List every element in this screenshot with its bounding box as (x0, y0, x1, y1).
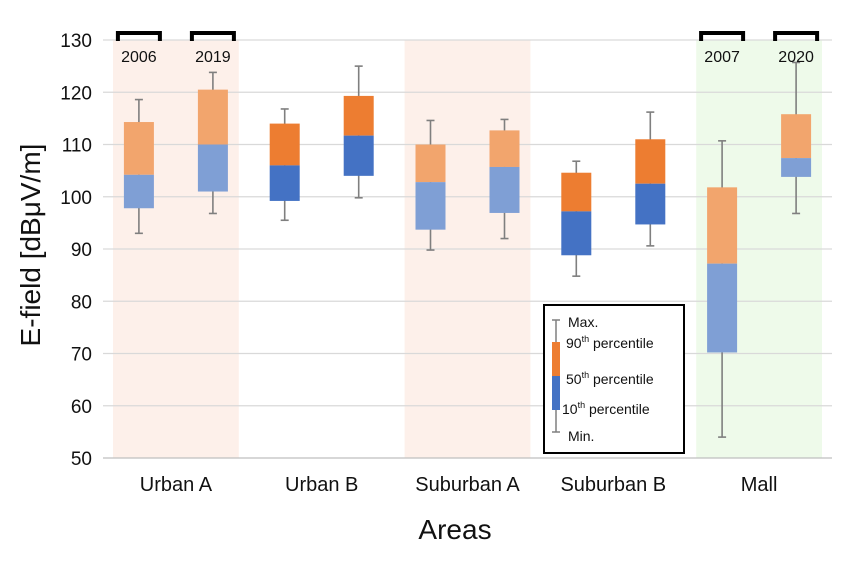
legend-p50-label: 50th percentile (566, 370, 654, 387)
x-tick-label-suburban-a: Suburban A (415, 474, 520, 496)
y-tick-label-100: 100 (60, 188, 92, 209)
boxes-layer (123, 61, 812, 438)
year-text: 2006 (121, 49, 157, 66)
box-lower-segment (707, 263, 738, 353)
year-label-2019: 2019 (189, 31, 236, 66)
y-tick-label-120: 120 (60, 83, 92, 104)
y-tick-label-90: 90 (71, 240, 92, 261)
box-urban-a-0 (123, 98, 154, 235)
x-axis-ticks: Urban A Urban B Suburban A Suburban B Mall (140, 474, 778, 496)
x-tick-label-urban-b: Urban B (285, 474, 358, 496)
box-lower-segment (269, 165, 300, 201)
y-tick-label-80: 80 (71, 292, 92, 313)
legend-p90-label: 90th percentile (566, 334, 654, 351)
year-bracket (189, 31, 236, 41)
year-text: 2020 (778, 49, 814, 66)
year-labels: 2006 2019 2007 2020 (115, 31, 820, 66)
box-upper-segment (635, 139, 666, 184)
legend-min-label: Min. (568, 428, 594, 444)
x-tick-label-suburban-b: Suburban B (560, 474, 666, 496)
year-text: 2019 (195, 49, 231, 66)
y-tick-label-70: 70 (71, 345, 92, 366)
x-tick-label-urban-a: Urban A (140, 474, 213, 496)
box-upper-segment (561, 172, 592, 212)
box-upper-segment (197, 89, 228, 145)
box-upper-segment (343, 95, 374, 136)
legend-frame (543, 304, 685, 454)
year-bracket (773, 31, 820, 41)
year-label-2007: 2007 (699, 31, 746, 66)
y-axis-label: E-field [dBμV/m] (15, 144, 46, 347)
box-suburban-b-0 (561, 160, 592, 277)
box-lower-segment (489, 166, 520, 213)
box-upper-segment (269, 123, 300, 166)
year-bracket (699, 31, 746, 41)
legend-max-label: Max. (568, 314, 598, 330)
legend: Max. 90th percentile 50th percentile 10t… (543, 304, 685, 454)
box-lower-segment (123, 174, 154, 209)
y-tick-label-110: 110 (62, 136, 92, 157)
box-lower-segment (197, 144, 228, 192)
year-label-2006: 2006 (115, 31, 162, 66)
y-tick-label-130: 130 (60, 31, 92, 52)
box-suburban-a-0 (415, 119, 446, 251)
x-axis-label: Areas (418, 514, 491, 545)
y-axis-ticks: 50 60 70 80 90 100 110 120 130 (60, 31, 92, 470)
box-lower-segment (635, 183, 666, 225)
box-lower-segment (781, 158, 812, 177)
box-mall-0 (707, 140, 738, 438)
box-upper-segment (123, 122, 154, 175)
box-suburban-b-1 (635, 111, 666, 247)
legend-upper-swatch (552, 342, 560, 376)
year-label-2020: 2020 (773, 31, 820, 66)
box-lower-segment (561, 211, 592, 256)
box-lower-segment (415, 182, 446, 230)
y-tick-label-50: 50 (71, 449, 92, 470)
box-urban-b-0 (269, 108, 300, 222)
box-upper-segment (489, 130, 520, 167)
box-mall-1 (781, 61, 812, 215)
y-tick-label-60: 60 (71, 397, 92, 418)
box-upper-segment (415, 144, 446, 183)
year-text: 2007 (704, 49, 740, 66)
box-lower-segment (343, 135, 374, 176)
year-bracket (115, 31, 162, 41)
box-urban-a-1 (197, 71, 228, 215)
legend-p10-label: 10th percentile (562, 400, 650, 417)
box-upper-segment (781, 114, 812, 159)
legend-lower-swatch (552, 376, 560, 410)
box-suburban-a-1 (489, 118, 520, 240)
box-urban-b-1 (343, 65, 374, 199)
box-upper-segment (707, 187, 738, 264)
x-tick-label-mall: Mall (741, 474, 778, 496)
